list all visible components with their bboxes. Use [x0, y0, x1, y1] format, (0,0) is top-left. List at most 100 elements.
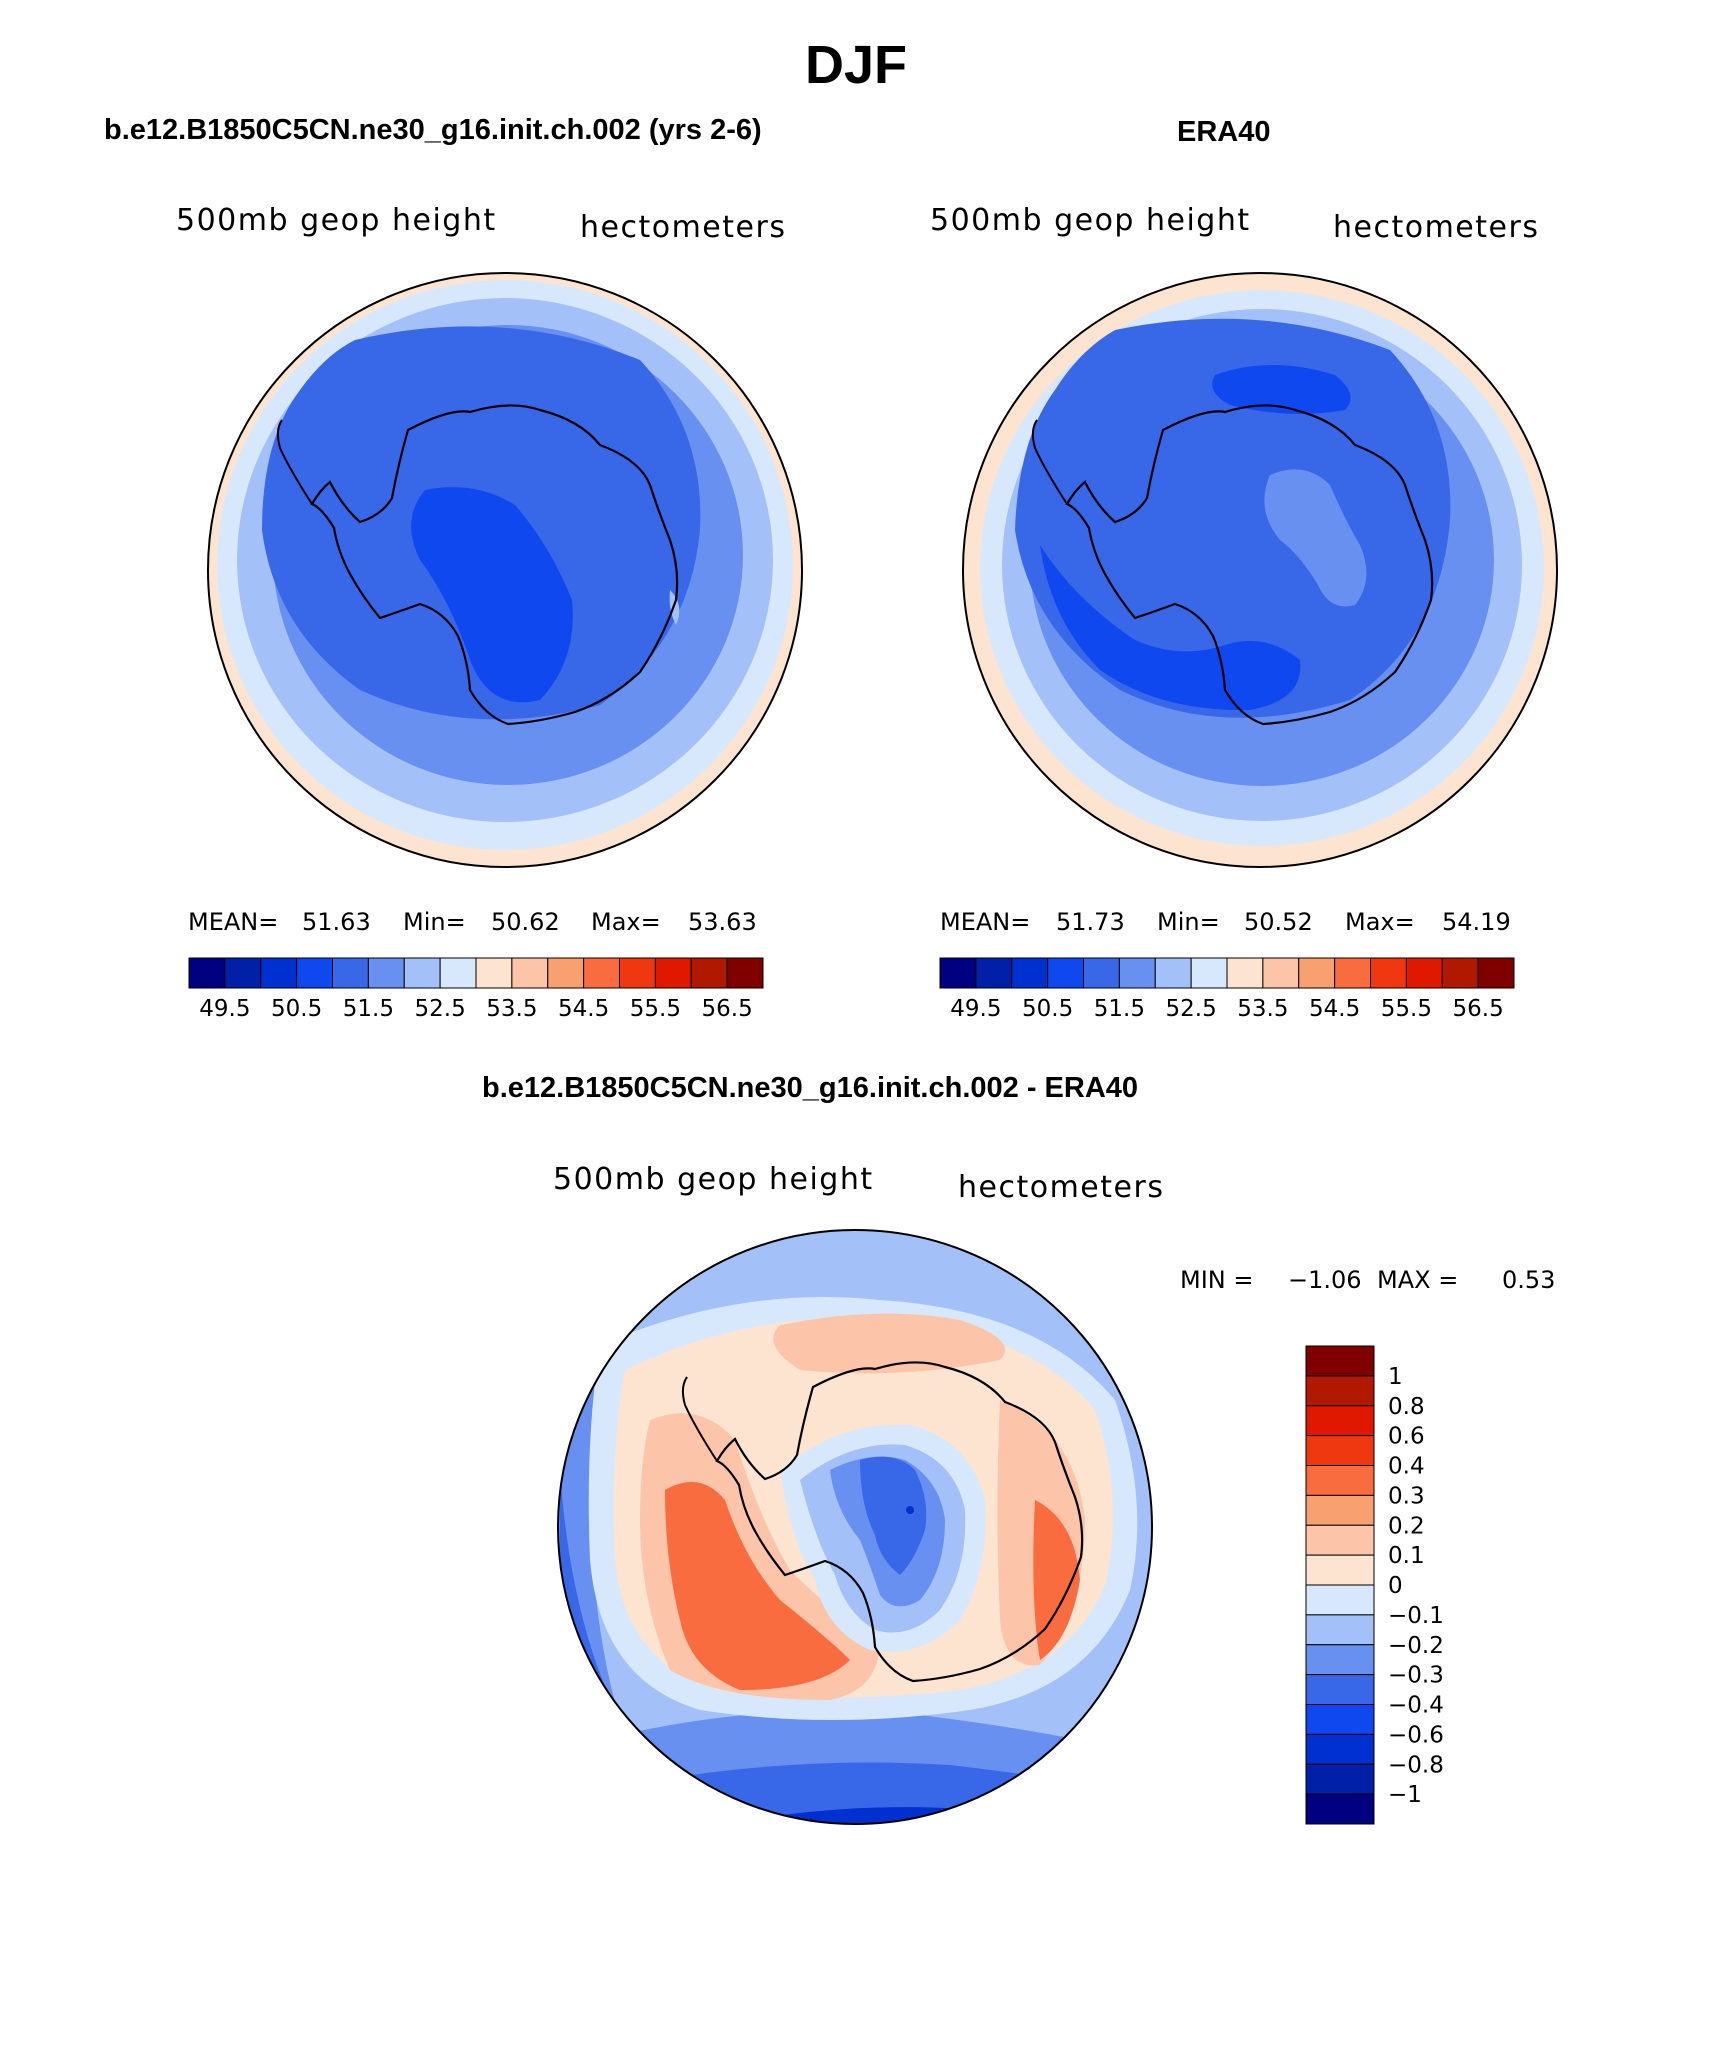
difference-south-band-2 — [600, 1762, 1152, 1824]
difference-colorbar-swatch-8 — [1305, 1584, 1375, 1616]
difference-colorbar-swatch-9 — [1305, 1614, 1375, 1646]
difference-min-center — [906, 1506, 914, 1514]
panel-2-colorbar-tick-label: 52.5 — [1166, 996, 1217, 1022]
difference-colorbar-tick-label: −0.8 — [1388, 1752, 1444, 1778]
difference-colorbar-swatch-1 — [1305, 1375, 1375, 1407]
difference-colorbar-tick-label: 0.3 — [1388, 1483, 1425, 1509]
difference-colorbar-tick-label: −0.4 — [1388, 1693, 1444, 1719]
panel-1-min-value: 50.62 — [491, 908, 560, 936]
difference-band-0.2-north — [773, 1313, 1005, 1374]
difference-colorbar-swatch-13 — [1305, 1733, 1375, 1765]
difference-min-label: MIN = — [1180, 1266, 1254, 1294]
difference-colorbar-swatch-12 — [1305, 1704, 1375, 1735]
panel-2-map-border — [962, 272, 1558, 868]
panel-2-colorbar-swatch-9 — [1262, 957, 1300, 989]
panel-1-colorbar-swatch-1 — [224, 957, 262, 989]
panel-2-colorbar-tick-label: 51.5 — [1094, 996, 1145, 1022]
difference-colorbar-tick-label: −0.6 — [1388, 1722, 1444, 1748]
difference-colorbar: 1 0.8 0.6 0.4 0.3 0.2 0.1 0 −0.1 −0.2 −0.3 −0.4 −0.6… — [1305, 1345, 1444, 1825]
panel-1-colorbar-swatch-15 — [726, 957, 764, 989]
panel-2-colorbar-swatch-2 — [1011, 957, 1049, 989]
difference-max-value: 0.53 — [1502, 1266, 1556, 1294]
difference-colorbar-swatch-2 — [1305, 1405, 1375, 1437]
panel-2-colorbar-swatch-4 — [1083, 957, 1120, 989]
difference-colorbar-swatch-6 — [1305, 1524, 1375, 1556]
difference-peninsula — [681, 1376, 718, 1462]
figure-title: DJF — [805, 35, 908, 95]
panel-1-header: b.e12.B1850C5CN.ne30_g16.init.ch.002 (yr… — [104, 114, 762, 146]
panel-1-max-value: 53.63 — [688, 908, 757, 936]
difference-units-label: hectometers — [958, 1170, 1165, 1205]
panel-1-colorbar-tick-label: 49.5 — [199, 996, 250, 1022]
panel-1-colorbar-swatch-4 — [332, 957, 369, 989]
panel-2-contour-band-50.5-north — [1212, 365, 1351, 414]
panel-2-colorbar-tick-label: 56.5 — [1453, 996, 1504, 1022]
panel-2-colorbar-swatch-3 — [1047, 957, 1084, 989]
panel-1-colorbar-swatch-10 — [547, 957, 585, 989]
panel-2-min-label: Min= — [1157, 908, 1220, 936]
panel-1-colorbar-swatch-8 — [475, 957, 513, 989]
panel-2-variable-label: 500mb geop height — [930, 203, 1251, 238]
panel-1-colorbar-swatch-0 — [188, 957, 226, 989]
panel-1-colorbar-swatch-12 — [619, 957, 656, 989]
panel-2-contour-band-51 — [1015, 318, 1451, 718]
panel-2-colorbar-swatch-12 — [1370, 957, 1407, 989]
panel-1-colorbar-tick-label: 51.5 — [343, 996, 394, 1022]
panel-2-colorbar-tick-label: 50.5 — [1022, 996, 1073, 1022]
difference-colorbar-swatch-5 — [1305, 1494, 1375, 1526]
panel-1-colorbar-swatch-2 — [260, 957, 298, 989]
difference-colorbar-tick-label: −0.1 — [1388, 1603, 1444, 1629]
panel-1-colorbar-swatch-7 — [439, 957, 477, 989]
difference-south-band-3 — [700, 1807, 1000, 1824]
difference-colorbar-tick-label: −0.2 — [1388, 1633, 1444, 1659]
difference-band-0.4-west — [665, 1482, 850, 1690]
difference-colorbar-tick-label: 0.1 — [1388, 1543, 1425, 1569]
difference-colorbar-tick-label: 0.2 — [1388, 1513, 1425, 1539]
difference-band-0.3-east — [1033, 1500, 1080, 1660]
panel-1-mean-label: MEAN= — [188, 908, 279, 936]
panel-2-mean-value: 51.73 — [1056, 908, 1125, 936]
difference-band-neg0.4 — [860, 1456, 927, 1575]
panel-1-colorbar-swatch-11 — [583, 957, 620, 989]
panel-1-colorbar-tick-label: 52.5 — [415, 996, 466, 1022]
panel-2-colorbar-swatch-7 — [1190, 957, 1228, 989]
panel-2-coastline — [1065, 404, 1434, 726]
panel-2-colorbar-swatch-5 — [1118, 957, 1156, 989]
panel-2-colorbar-tick-label: 54.5 — [1309, 996, 1360, 1022]
difference-min-value: −1.06 — [1288, 1266, 1362, 1294]
panel-1-colorbar-swatch-9 — [511, 957, 549, 989]
panel-2-colorbar-swatch-10 — [1298, 957, 1336, 989]
panel-1-colorbar-swatch-14 — [690, 957, 728, 989]
panel-2-colorbar-swatch-15 — [1477, 957, 1515, 989]
panel-2-colorbar: 49.5 50.5 51.5 52.5 53.5 54.5 55.5 56.5 — [939, 957, 1515, 1022]
panel-1-contour-band-50.5 — [411, 487, 573, 703]
panel-2-colorbar-tick-label: 53.5 — [1237, 996, 1288, 1022]
difference-colorbar-tick-label: 0.4 — [1388, 1454, 1425, 1480]
difference-variable-label: 500mb geop height — [553, 1162, 874, 1197]
panel-2-units-label: hectometers — [1333, 210, 1540, 245]
panel-1-colorbar: 49.5 50.5 51.5 52.5 53.5 54.5 55.5 56.5 — [188, 957, 764, 1022]
panel-2-max-value: 54.19 — [1442, 908, 1511, 936]
difference-colorbar-swatch-15 — [1305, 1793, 1375, 1825]
panel-2-mean-label: MEAN= — [940, 908, 1031, 936]
panel-1-colorbar-tick-label: 56.5 — [702, 996, 753, 1022]
difference-max-label: MAX = — [1377, 1266, 1459, 1294]
panel-2-colorbar-tick-label: 49.5 — [950, 996, 1001, 1022]
panel-2-header: ERA40 — [1177, 116, 1271, 148]
difference-colorbar-tick-label: 0 — [1388, 1573, 1403, 1599]
panel-2-map — [962, 272, 1558, 868]
difference-colorbar-swatch-3 — [1305, 1435, 1375, 1466]
panel-2-max-label: Max= — [1345, 908, 1415, 936]
panel-1-coastline — [310, 404, 679, 726]
panel-2-colorbar-swatch-6 — [1154, 957, 1192, 989]
panel-2-contour-interior-52 — [1264, 469, 1367, 607]
difference-colorbar-swatch-0 — [1305, 1345, 1375, 1377]
difference-colorbar-tick-label: 0.6 — [1388, 1424, 1425, 1450]
difference-colorbar-tick-label: 0.8 — [1388, 1394, 1425, 1420]
panel-2-contour-band-50.5-south — [1040, 545, 1301, 711]
panel-2-colorbar-swatch-13 — [1405, 957, 1443, 989]
difference-colorbar-tick-label: −1 — [1388, 1782, 1422, 1808]
panel-1-colorbar-tick-label: 50.5 — [271, 996, 322, 1022]
panel-1-colorbar-tick-label: 54.5 — [558, 996, 609, 1022]
